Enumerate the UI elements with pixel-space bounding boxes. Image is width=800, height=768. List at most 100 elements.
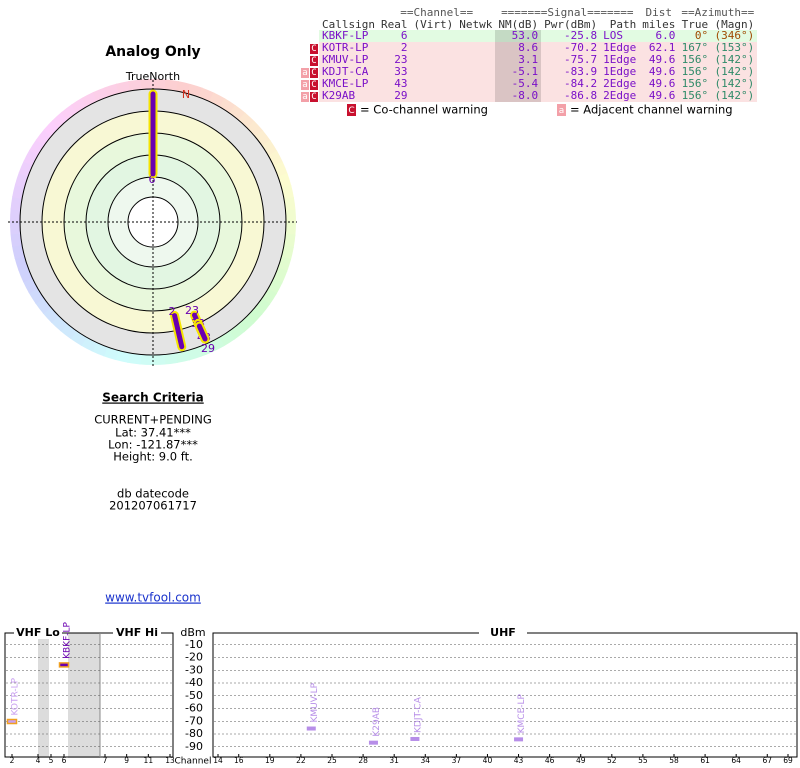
x-tick-label: 2 [10, 756, 15, 765]
legend-mark: a [559, 106, 565, 116]
y-tick-label: -70 [185, 714, 203, 727]
band-name: UHF [490, 626, 516, 639]
site-link[interactable]: www.tvfool.com [105, 591, 201, 605]
color-ring [277, 256, 292, 273]
cell: C [300, 53, 319, 66]
signal-mark [6, 718, 18, 725]
band-name: VHF Hi [116, 626, 158, 639]
color-ring [277, 173, 292, 189]
color-ring [187, 83, 204, 98]
x-tick-label: 11 [144, 756, 154, 765]
x-tick-label: 58 [669, 756, 679, 765]
co-channel-key [347, 104, 356, 116]
cell: 62.1 [648, 40, 676, 54]
cell: ==Azimuth== [681, 6, 755, 19]
cell [410, 78, 456, 90]
datecode-value: 201207061717 [109, 499, 197, 513]
row: C KMUV-LP 23 3.1 -75.7 1Edge 49.6 156° (142°) [300, 52, 758, 66]
table: ==Channel== =======Signal======= Dist ==Azi… [300, 6, 758, 102]
color-ring [70, 97, 88, 114]
warning: C [310, 79, 318, 90]
search-line: CURRENT+PENDING [94, 413, 212, 427]
color-ring [81, 91, 98, 107]
color-ring [283, 233, 296, 249]
cell [410, 54, 456, 66]
bar [172, 313, 185, 350]
station-name: K29AB [372, 707, 382, 737]
cell [300, 18, 319, 30]
cell: 156° [681, 88, 709, 102]
cell: (153°) [714, 40, 755, 54]
y-tick-label: -20 [185, 651, 203, 664]
row: Callsign Real (Virt) Netwk NM(dB) Pwr(dBm) Pat… [300, 17, 757, 31]
cell: (142°) [714, 76, 755, 90]
station-name: KBKF-LP [63, 621, 73, 658]
x-tick-label: 6 [62, 756, 67, 765]
color-ring [22, 277, 38, 294]
color-ring [281, 184, 295, 201]
cell: 1Edge [603, 52, 637, 66]
cell [410, 66, 456, 78]
signal-mark [58, 662, 70, 668]
x-tick-label: 16 [234, 756, 244, 765]
cell: 23 [394, 52, 408, 66]
station-name: KMCE-LP [517, 693, 527, 733]
color-ring [151, 354, 166, 365]
cell [410, 90, 456, 102]
station-label: 29 [201, 342, 215, 355]
band-header-bg [113, 627, 161, 639]
x-tick-label: 34 [420, 756, 430, 765]
cell: miles [642, 17, 676, 31]
cell: NM(dB) [498, 17, 539, 31]
station-label: 23 [185, 304, 199, 317]
site-link-text[interactable]: www.tvfool.com [105, 591, 201, 605]
color-ring [128, 79, 143, 92]
cell: 156° [681, 64, 709, 78]
cell: Path [609, 17, 637, 31]
cell: -84.2 [563, 76, 598, 90]
warning: a [301, 79, 309, 90]
x-tick-label: 9 [124, 756, 129, 765]
cell: -86.8 [563, 88, 598, 102]
color-ring [285, 209, 297, 224]
cell [456, 30, 495, 42]
y-tick-label: -50 [185, 689, 203, 702]
signal-mark [514, 737, 524, 742]
cell: -5.4 [495, 77, 542, 90]
x-tick-label: 4 [36, 756, 41, 765]
station-name: KDJT-CA [413, 696, 423, 733]
y-tick-label: -10 [185, 638, 203, 651]
color-ring [10, 208, 21, 222]
vhf-box [4, 632, 174, 758]
color-ring [10, 232, 23, 247]
band-header-bg [14, 627, 62, 639]
color-ring [102, 346, 119, 361]
x-tick-label: 25 [327, 756, 337, 765]
cell: -83.9 [563, 64, 598, 78]
title: Analog Only [105, 44, 200, 60]
cell: 2Edge [603, 76, 637, 90]
cell [319, 7, 378, 19]
cell: LOS [603, 29, 623, 42]
y-tick-label: -40 [185, 676, 203, 689]
station-label: 6 [149, 173, 156, 186]
cell: 156° [681, 76, 709, 90]
color-ring [126, 352, 142, 365]
signal-mark [368, 740, 378, 745]
row: a C KDJT-CA 33 -5.1 -83.9 1Edge 49.6 156° (142°) [300, 64, 758, 78]
color-ring [163, 352, 178, 365]
x-tick-label: 31 [389, 756, 399, 765]
cell: 3.1 [495, 53, 542, 66]
cell: 167° [681, 40, 709, 54]
cell: C [300, 41, 319, 54]
color-ring [176, 81, 192, 94]
color-ring [139, 354, 153, 365]
color-ring [261, 139, 278, 157]
color-ring [114, 350, 130, 363]
cell: 53.0 [495, 30, 542, 42]
cell: K29AB [322, 88, 356, 102]
color-ring [12, 183, 25, 199]
cell: 49.6 [648, 64, 676, 78]
legend-text: = Co-channel warning [360, 103, 488, 117]
